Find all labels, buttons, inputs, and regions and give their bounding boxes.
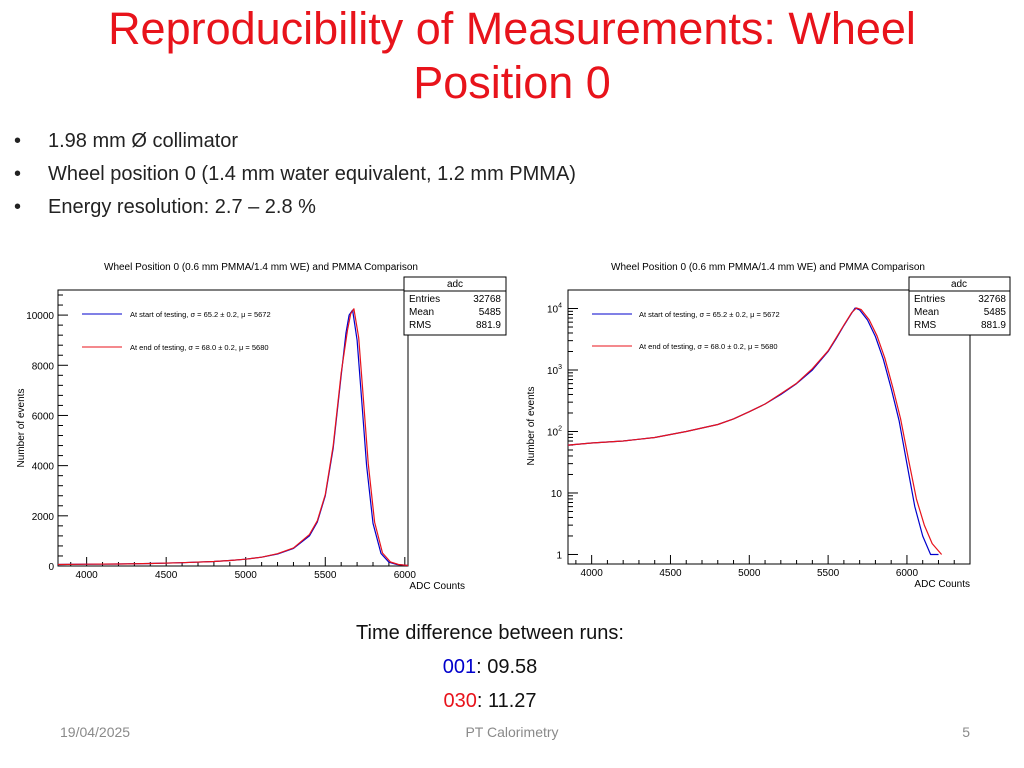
- bullet-list: 1.98 mm Ø collimator Wheel position 0 (1…: [14, 127, 576, 226]
- stats-rms-label: RMS: [914, 320, 937, 331]
- y-axis-label: Number of events: [16, 389, 27, 468]
- stats-box-frame: [403, 276, 507, 336]
- x-tick-label: 5500: [314, 570, 337, 581]
- slide-title: Reproducibility of Measurements: Wheel P…: [0, 2, 1024, 110]
- stats-box-name: adc: [447, 279, 463, 290]
- y-tick-label: 10000: [26, 311, 54, 322]
- series-lines: [567, 307, 943, 556]
- slide-title-line1: Reproducibility of Measurements: Wheel: [108, 3, 916, 54]
- run-time-value-001: : 09.58: [476, 656, 538, 678]
- stats-box: adc Entries 32768 Mean 5485 RMS 881.9: [908, 276, 1011, 336]
- y-tick-label: 4000: [32, 462, 55, 473]
- legend-label-end: At end of testing, σ = 68.0 ± 0.2, μ = 5…: [639, 342, 778, 351]
- y-tick-label: 102: [547, 425, 562, 438]
- stats-mean-label: Mean: [914, 307, 939, 318]
- plot-frame: [567, 289, 971, 565]
- x-tick-label: 6000: [394, 570, 417, 581]
- y-tick-label: 10: [551, 489, 563, 500]
- y-tick-labels: 1 10 102 103 104: [547, 303, 562, 562]
- stats-rms-value: 881.9: [981, 320, 1006, 331]
- run-time-030: 030: 11.27: [290, 690, 690, 713]
- bullet-item: 1.98 mm Ø collimator: [14, 127, 576, 160]
- legend: At start of testing, σ = 65.2 ± 0.2, μ =…: [592, 310, 780, 351]
- x-tick-labels: 4000 4500 5000 5500 6000: [76, 570, 417, 581]
- y-tick-label: 104: [547, 303, 562, 316]
- x-tick-label: 6000: [896, 568, 919, 579]
- run-id-001: 001: [442, 656, 477, 678]
- series-line-end-of-testing: [567, 307, 943, 555]
- x-tick-labels: 4000 4500 5000 5500 6000: [581, 568, 919, 579]
- axis-ticks: [58, 294, 406, 567]
- x-tick-label: 4500: [659, 568, 682, 579]
- chart-title: Wheel Position 0 (0.6 mm PMMA/1.4 mm WE)…: [611, 262, 925, 273]
- x-axis-label: ADC Counts: [914, 579, 970, 590]
- stats-rms-value: 881.9: [476, 320, 501, 331]
- slide-title-line2: Position 0: [413, 57, 611, 108]
- x-tick-label: 4000: [76, 570, 99, 581]
- y-axis-label: Number of events: [526, 387, 537, 466]
- x-tick-label: 5000: [235, 570, 258, 581]
- stats-mean-label: Mean: [409, 307, 434, 318]
- time-difference-heading: Time difference between runs:: [356, 622, 624, 644]
- footer-center-text: PT Calorimetry: [465, 724, 559, 740]
- y-tick-label: 103: [547, 364, 562, 377]
- legend-label-end: At end of testing, σ = 68.0 ± 0.2, μ = 5…: [130, 343, 269, 352]
- stats-entries-value: 32768: [978, 294, 1006, 305]
- y-tick-label: 0: [48, 562, 54, 573]
- run-time-value-030: : 11.27: [476, 690, 537, 712]
- log-histogram-chart: Wheel Position 0 (0.6 mm PMMA/1.4 mm WE)…: [526, 262, 1011, 590]
- stats-entries-value: 32768: [473, 294, 501, 305]
- stats-rms-label: RMS: [409, 320, 432, 331]
- legend-label-start: At start of testing, σ = 65.2 ± 0.2, μ =…: [130, 310, 271, 319]
- x-axis-label: ADC Counts: [409, 581, 465, 592]
- series-lines: [57, 308, 409, 567]
- stats-box-frame: [908, 276, 1011, 336]
- stats-box: adc Entries 32768 Mean 5485 RMS 881.9: [403, 276, 507, 336]
- x-tick-label: 5500: [817, 568, 840, 579]
- stats-entries-label: Entries: [914, 294, 945, 305]
- stats-mean-value: 5485: [479, 307, 502, 318]
- chart-title: Wheel Position 0 (0.6 mm PMMA/1.4 mm WE)…: [104, 262, 418, 273]
- y-tick-label: 2000: [32, 512, 55, 523]
- x-tick-label: 4000: [581, 568, 604, 579]
- linear-histogram-chart: Wheel Position 0 (0.6 mm PMMA/1.4 mm WE)…: [16, 262, 507, 592]
- axis-ticks: [568, 289, 971, 564]
- stats-entries-label: Entries: [409, 294, 440, 305]
- series-line-end-of-testing: [57, 308, 409, 567]
- x-tick-label: 5000: [738, 568, 761, 579]
- y-tick-label: 1: [556, 550, 562, 561]
- legend: At start of testing, σ = 65.2 ± 0.2, μ =…: [82, 310, 271, 352]
- plot-frame: [57, 289, 409, 567]
- x-tick-label: 4500: [155, 570, 178, 581]
- y-tick-labels: 0 2000 4000 6000 8000 10000: [26, 311, 54, 573]
- y-tick-label: 8000: [32, 361, 55, 372]
- legend-label-start: At start of testing, σ = 65.2 ± 0.2, μ =…: [639, 310, 780, 319]
- run-id-030: 030: [443, 690, 477, 712]
- slide-page-number: 5: [962, 724, 970, 740]
- bullet-item: Wheel position 0 (1.4 mm water equivalen…: [14, 160, 576, 193]
- stats-box-name: adc: [951, 279, 967, 290]
- stats-mean-value: 5485: [984, 307, 1007, 318]
- slide-date: 19/04/2025: [60, 724, 131, 740]
- y-tick-label: 6000: [32, 411, 55, 422]
- bullet-item: Energy resolution: 2.7 – 2.8 %: [14, 193, 576, 226]
- run-time-001: 001: 09.58: [290, 656, 690, 679]
